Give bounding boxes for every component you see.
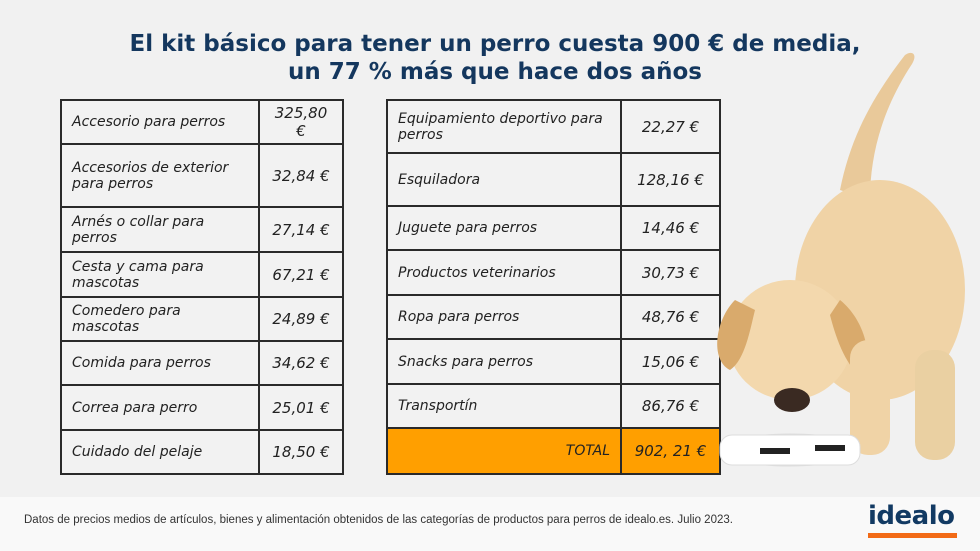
item-price: 325,80 € [258,99,344,145]
item-name: Equipamiento deportivo para perros [386,99,622,154]
item-name: Comida para perros [60,340,260,386]
item-name: Comedero para mascotas [60,296,260,342]
item-price: 14,46 € [620,205,721,251]
table-row: Comedero para mascotas 24,89 € [60,296,344,342]
item-name: Esquiladora [386,152,622,207]
item-price: 18,50 € [258,429,344,475]
item-price: 15,06 € [620,338,721,385]
item-name: Transportín [386,383,622,429]
logo-underline [868,533,957,538]
item-name: Snacks para perros [386,338,622,385]
total-row: TOTAL 902, 21 € [386,427,721,475]
price-table-left: Accesorio para perros 325,80 € Accesorios… [60,99,344,475]
item-name: Accesorios de exterior para perros [60,143,260,208]
table-row: Snacks para perros 15,06 € [386,338,721,385]
item-price: 22,27 € [620,99,721,154]
table-row: Arnés o collar para perros 27,14 € [60,206,344,253]
item-name: Productos veterinarios [386,249,622,296]
item-price: 27,14 € [258,206,344,253]
table-row: Accesorios de exterior para perros 32,84 … [60,143,344,208]
table-row: Cuidado del pelaje 18,50 € [60,429,344,475]
item-price: 25,01 € [258,384,344,431]
page-title: El kit básico para tener un perro cuesta… [120,30,870,86]
item-price: 32,84 € [258,143,344,208]
item-price: 86,76 € [620,383,721,429]
item-price: 67,21 € [258,251,344,298]
item-name: Arnés o collar para perros [60,206,260,253]
table-row: Equipamiento deportivo para perros 22,27 … [386,99,721,154]
footer: Datos de precios medios de artículos, bi… [0,497,980,551]
item-price: 24,89 € [258,296,344,342]
table-row: Comida para perros 34,62 € [60,340,344,386]
source-note: Datos de precios medios de artículos, bi… [24,514,733,526]
item-name: Cuidado del pelaje [60,429,260,475]
total-label: TOTAL [386,427,622,475]
item-name: Accesorio para perros [60,99,260,145]
item-name: Correa para perro [60,384,260,431]
item-name: Cesta y cama para mascotas [60,251,260,298]
table-row: Accesorio para perros 325,80 € [60,99,344,145]
puppy-illustration [717,52,965,467]
item-price: 128,16 € [620,152,721,207]
item-price: 48,76 € [620,294,721,340]
table-row: Productos veterinarios 30,73 € [386,249,721,296]
item-price: 30,73 € [620,249,721,296]
title-line-1: El kit básico para tener un perro cuesta… [129,31,861,57]
item-price: 34,62 € [258,340,344,386]
idealo-logo: idealo [868,501,955,531]
item-name: Ropa para perros [386,294,622,340]
table-row: Juguete para perros 14,46 € [386,205,721,251]
table-row: Cesta y cama para mascotas 67,21 € [60,251,344,298]
total-price: 902, 21 € [620,427,721,475]
table-row: Esquiladora 128,16 € [386,152,721,207]
table-row: Transportín 86,76 € [386,383,721,429]
item-name: Juguete para perros [386,205,622,251]
table-row: Correa para perro 25,01 € [60,384,344,431]
price-table-right: Equipamiento deportivo para perros 22,27 … [386,99,721,475]
table-row: Ropa para perros 48,76 € [386,294,721,340]
title-line-2: un 77 % más que hace dos años [288,59,702,85]
